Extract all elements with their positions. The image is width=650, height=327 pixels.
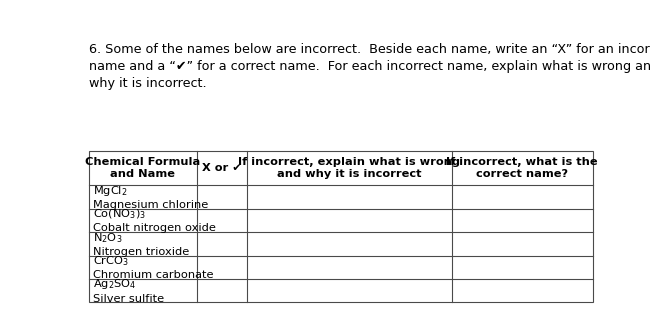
Text: Chemical Formula
and Name: Chemical Formula and Name: [85, 157, 201, 180]
Text: Ag$_2$SO$_4$
Silver sulfite: Ag$_2$SO$_4$ Silver sulfite: [93, 277, 164, 304]
Bar: [89, 151, 593, 302]
Text: CrCO$_3$
Chromium carbonate: CrCO$_3$ Chromium carbonate: [93, 254, 213, 280]
Text: X or ✔: X or ✔: [202, 163, 242, 173]
Text: If incorrect, what is the
correct name?: If incorrect, what is the correct name?: [446, 157, 598, 180]
Text: If incorrect, explain what is wrong
and why it is incorrect: If incorrect, explain what is wrong and …: [239, 157, 460, 180]
Text: Co(NO$_3$)$_3$
Cobalt nitrogen oxide: Co(NO$_3$)$_3$ Cobalt nitrogen oxide: [93, 207, 216, 233]
Text: MgCl$_2$
Magnesium chlorine: MgCl$_2$ Magnesium chlorine: [93, 184, 208, 210]
Text: N$_2$O$_3$
Nitrogen trioxide: N$_2$O$_3$ Nitrogen trioxide: [93, 231, 189, 257]
Text: 6. Some of the names below are incorrect.  Beside each name, write an “X” for an: 6. Some of the names below are incorrect…: [89, 43, 650, 90]
